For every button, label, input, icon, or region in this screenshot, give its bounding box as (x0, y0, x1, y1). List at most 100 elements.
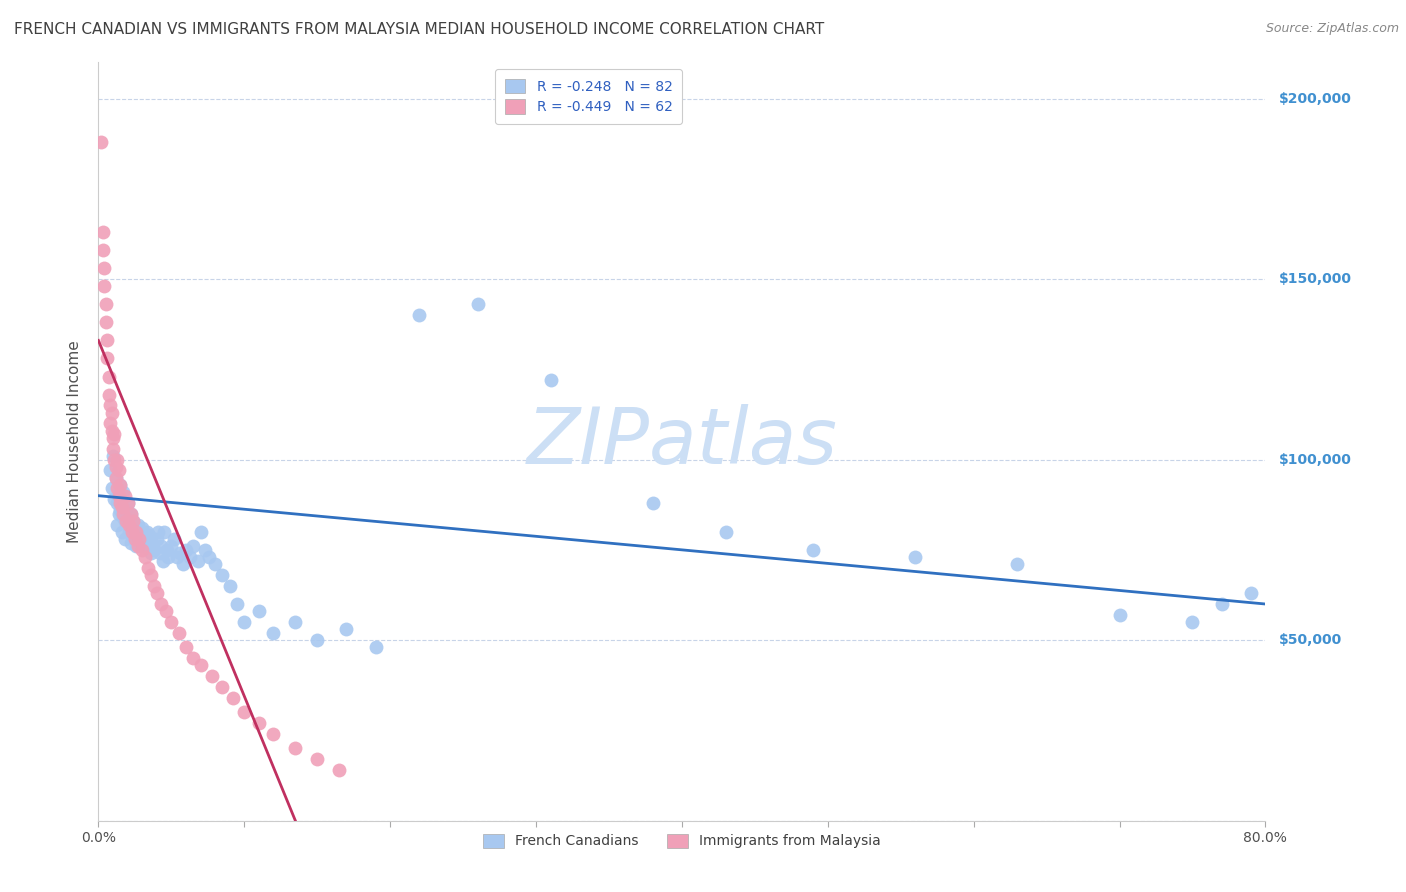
Point (179, 550, 201, 565)
Point (96, 334, 118, 348)
Point (91, 243, 114, 257)
Point (112, 485, 135, 500)
Point (138, 528, 160, 542)
Point (125, 524, 148, 539)
Point (121, 524, 143, 539)
Text: $200,000: $200,000 (1279, 92, 1353, 105)
Point (139, 568, 162, 582)
Point (131, 521, 153, 535)
Text: ZIPatlas: ZIPatlas (526, 403, 838, 480)
Point (262, 626, 284, 640)
Point (97, 387, 120, 401)
Point (1211, 597, 1233, 611)
Point (117, 496, 139, 510)
Text: Source: ZipAtlas.com: Source: ZipAtlas.com (1265, 22, 1399, 36)
Point (128, 532, 150, 546)
Text: $50,000: $50,000 (1279, 633, 1343, 647)
Point (114, 532, 136, 546)
Point (132, 539, 155, 553)
Point (218, 579, 240, 593)
Point (540, 373, 562, 387)
Point (125, 539, 148, 553)
Point (714, 524, 737, 539)
Point (117, 496, 139, 510)
Point (93, 261, 115, 276)
Point (124, 532, 146, 546)
Point (201, 669, 224, 683)
Point (467, 297, 489, 311)
Point (101, 442, 124, 456)
Point (105, 496, 128, 510)
Point (307, 633, 329, 648)
Point (335, 622, 357, 636)
Point (142, 542, 165, 557)
Point (284, 615, 307, 629)
Point (211, 568, 233, 582)
Point (108, 463, 131, 477)
Point (115, 503, 138, 517)
Point (101, 449, 124, 463)
Point (100, 424, 122, 438)
Point (247, 716, 270, 731)
Point (146, 532, 169, 546)
Point (284, 741, 307, 756)
Point (108, 507, 131, 521)
Point (172, 558, 194, 572)
Point (134, 532, 156, 546)
Point (105, 452, 128, 467)
Point (174, 640, 197, 655)
Point (136, 539, 159, 553)
Point (148, 524, 170, 539)
Point (118, 524, 141, 539)
Point (104, 470, 127, 484)
Point (127, 517, 149, 532)
Point (174, 542, 197, 557)
Point (104, 459, 127, 474)
Point (127, 539, 149, 553)
Point (120, 535, 142, 549)
Point (136, 561, 159, 575)
Point (190, 524, 212, 539)
Point (641, 496, 664, 510)
Point (155, 604, 177, 618)
Point (904, 550, 927, 565)
Point (233, 706, 256, 720)
Point (101, 431, 124, 445)
Point (233, 615, 256, 629)
Text: $150,000: $150,000 (1279, 272, 1353, 286)
Point (115, 514, 138, 528)
Point (204, 558, 226, 572)
Point (152, 554, 174, 568)
Point (139, 546, 162, 560)
Point (1240, 586, 1263, 600)
Point (134, 550, 156, 565)
Point (117, 517, 139, 532)
Point (105, 517, 128, 532)
Point (226, 597, 249, 611)
Point (141, 535, 163, 549)
Point (112, 507, 135, 521)
Point (801, 542, 824, 557)
Point (150, 597, 173, 611)
Point (94, 315, 117, 329)
Point (108, 489, 131, 503)
Point (160, 615, 183, 629)
Text: $100,000: $100,000 (1279, 452, 1353, 467)
Point (114, 514, 136, 528)
Point (91, 225, 114, 239)
Point (142, 579, 165, 593)
Point (110, 503, 132, 517)
Point (103, 427, 125, 442)
Point (105, 482, 128, 496)
Point (121, 528, 143, 542)
Point (190, 658, 212, 673)
Point (408, 308, 430, 322)
Point (153, 524, 176, 539)
Point (98, 399, 121, 413)
Point (307, 752, 329, 766)
Point (97, 369, 120, 384)
Point (93, 279, 115, 293)
Point (262, 727, 284, 741)
Point (194, 542, 217, 557)
Point (181, 539, 204, 553)
